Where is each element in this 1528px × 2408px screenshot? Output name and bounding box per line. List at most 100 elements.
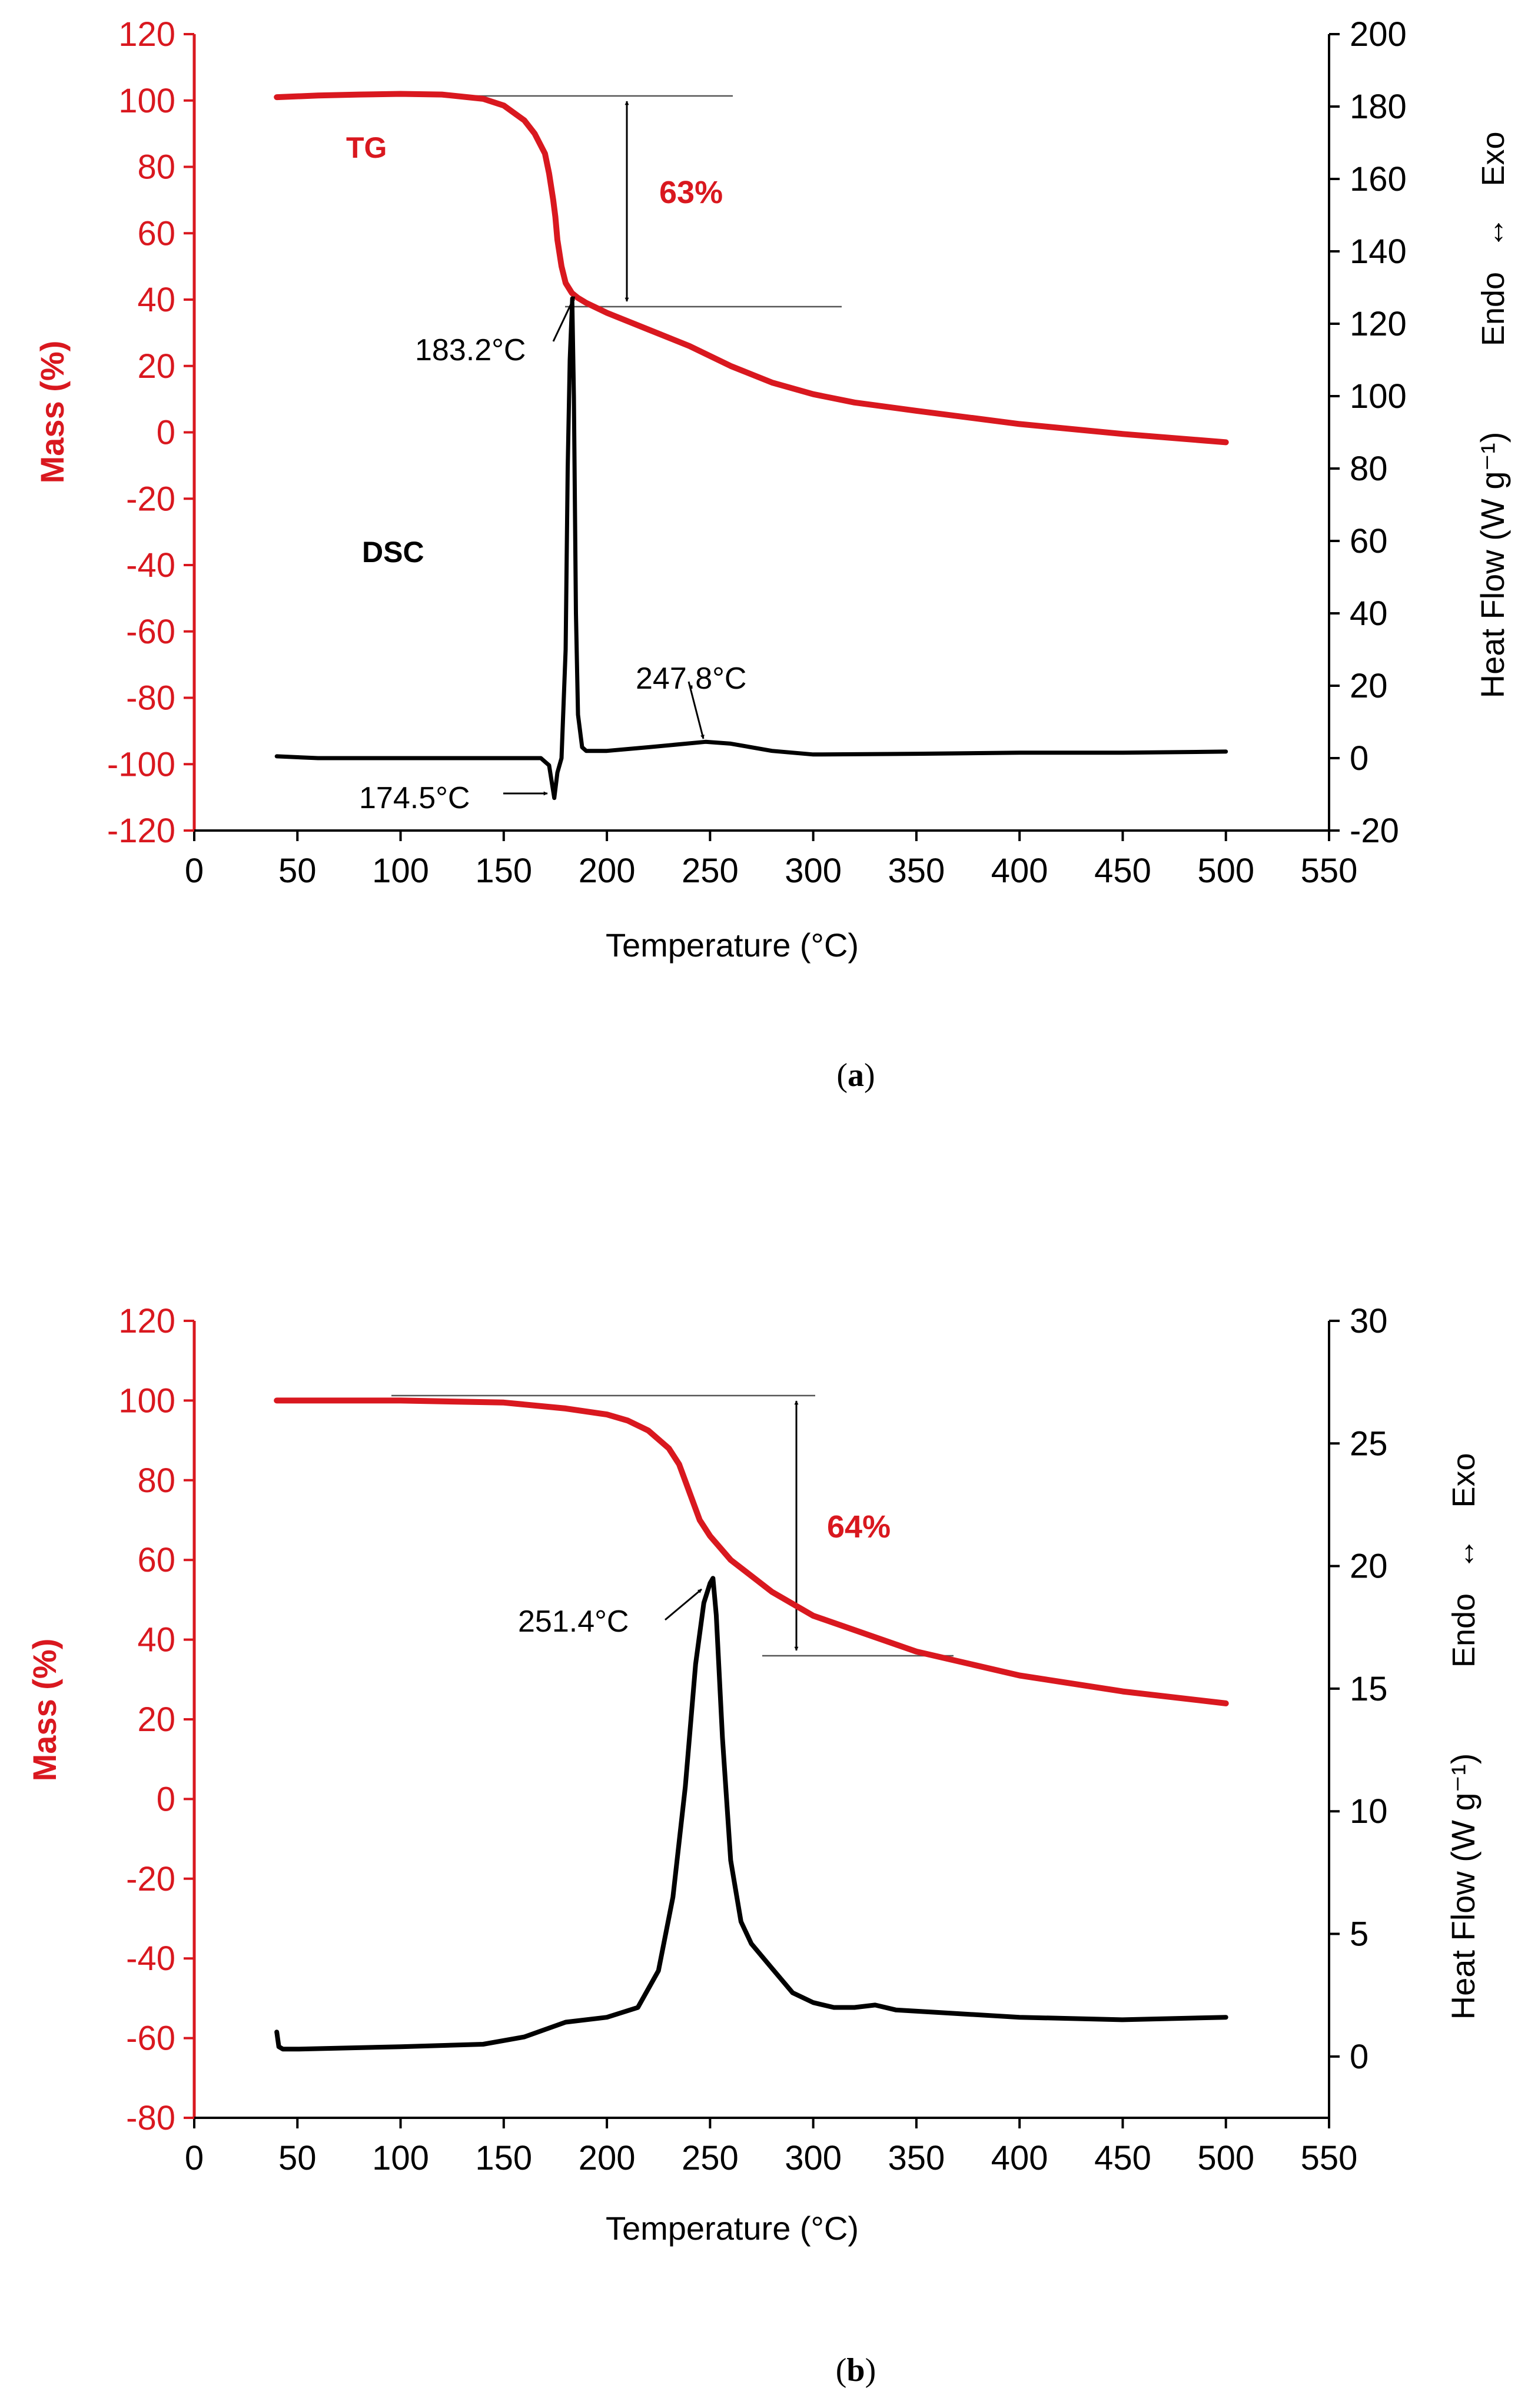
chart-a-x-ticks: 0 50 100 150 200 250 300 350 400 450 500 550: [185, 831, 1358, 890]
chart-a-x-tick-label: 0: [185, 852, 204, 890]
chart-b-left-tick-label: 0: [157, 1780, 175, 1818]
chart-a-x-tick-label: 550: [1301, 852, 1358, 890]
chart-a-right-tick-label: 140: [1350, 233, 1407, 271]
chart-a-left-tick-label: 20: [137, 347, 175, 386]
chart-b-right-tick-label: 15: [1350, 1670, 1388, 1708]
chart-a-right-tick-label: 200: [1350, 15, 1407, 54]
chart-b-tg-line: [274, 1397, 1229, 1706]
chart-a-x-axis-label: Temperature (°C): [606, 926, 859, 964]
chart-a-right-tick-label: 80: [1350, 450, 1388, 488]
chart-b-x-tick-label: 200: [579, 2139, 636, 2177]
chart-b-peak-high-label: 251.4°C: [518, 1605, 629, 1639]
chart-a-left-axis-label: Mass (%): [34, 341, 71, 484]
chart-b-x-tick-label: 250: [682, 2139, 739, 2177]
chart-a-dsc-line: [274, 296, 1228, 801]
chart-b-left-ticks: -80 -60 -40 -20 0 20 40 60 80 100 120: [118, 1302, 194, 2137]
chart-a-axes: 0 50 100 150 200 250 300 350 400 450 500 550 -120-1…: [107, 15, 1407, 890]
chart-a-series: [274, 91, 1229, 801]
chart-a-endo-label: Endo: [1476, 272, 1511, 346]
chart-b-right-axis-label: Heat Flow (W g⁻¹): [1444, 1753, 1482, 2020]
chart-b-x-axis-label: Temperature (°C): [606, 2210, 859, 2247]
chart-a-right-tick-label: -20: [1350, 812, 1399, 850]
chart-a-left-tick-label: 0: [157, 414, 175, 452]
chart-a-right-tick-label: 120: [1350, 305, 1407, 343]
chart-b-x-tick-label: 100: [372, 2139, 429, 2177]
chart-a-x-tick-label: 400: [991, 852, 1048, 890]
chart-a-x-tick-label: 50: [278, 852, 317, 890]
chart-a-exo-label: Exo: [1476, 131, 1511, 186]
chart-b-mass-loss-label: 64%: [827, 1509, 891, 1545]
chart-a-right-tick-label: 160: [1350, 160, 1407, 198]
chart-a-left-tick-label: 100: [118, 82, 175, 120]
chart-a: 0 50 100 150 200 250 300 350 400 450 500 550 -120-1…: [34, 15, 1511, 1094]
chart-b-axes: 0 50 100 150 200 250 300 350 400 450 500 550 -80-60…: [118, 1302, 1387, 2177]
chart-a-x-tick-label: 250: [682, 852, 739, 890]
chart-b: 0 50 100 150 200 250 300 350 400 450 500 550 -80-60…: [26, 1302, 1482, 2389]
chart-a-peak-high-arrow: [552, 296, 576, 342]
chart-b-right-tick-label: 5: [1350, 1915, 1368, 1954]
chart-b-series: [274, 1397, 1229, 2052]
chart-a-x-tick-label: 450: [1094, 852, 1151, 890]
chart-a-right-ticks: -20 0 20 40 60 80 100 120 140 160 180 200: [1329, 15, 1407, 850]
chart-b-left-tick-label: 60: [137, 1541, 175, 1579]
chart-b-left-axis-label: Mass (%): [26, 1639, 63, 1782]
chart-b-direction-label: Endo ↔ Exo: [1446, 1453, 1482, 1668]
chart-a-peak-low-label: 174.5°C: [359, 781, 470, 815]
chart-b-x-tick-label: 450: [1094, 2139, 1151, 2177]
chart-a-tg-line: [274, 91, 1229, 446]
chart-b-left-tick-label: 100: [118, 1381, 175, 1420]
chart-a-left-tick-label: -80: [126, 679, 175, 718]
chart-b-peak-high-arrow: [665, 1588, 702, 1621]
chart-b-x-ticks: 0 50 100 150 200 250 300 350 400 450 500 550: [185, 2118, 1358, 2177]
chart-a-left-ticks: -120 -100 -80 -60 -40 -20 0 20 40 60 80 100 120: [107, 15, 194, 850]
chart-a-direction-label: Endo ↔ Exo: [1476, 131, 1511, 346]
chart-a-x-tick-label: 500: [1197, 852, 1254, 890]
chart-a-left-tick-label: -100: [107, 745, 175, 783]
chart-b-right-tick-label: 20: [1350, 1547, 1388, 1586]
chart-a-mass-loss-label: 63%: [659, 175, 723, 210]
chart-a-left-tick-label: 120: [118, 15, 175, 54]
chart-a-left-tick-label: 60: [137, 214, 175, 253]
chart-b-x-tick-label: 350: [888, 2139, 945, 2177]
chart-b-right-tick-label: 10: [1350, 1792, 1388, 1831]
chart-b-x-tick-label: 500: [1197, 2139, 1254, 2177]
chart-b-x-tick-label: 0: [185, 2139, 204, 2177]
chart-b-right-tick-label: 30: [1350, 1302, 1388, 1340]
chart-b-dsc-line: [274, 1576, 1228, 2052]
chart-a-right-tick-label: 40: [1350, 594, 1388, 633]
chart-a-left-tick-label: -120: [107, 812, 175, 850]
chart-b-x-tick-label: 300: [785, 2139, 842, 2177]
chart-b-x-tick-label: 50: [278, 2139, 317, 2177]
chart-a-left-tick-label: 80: [137, 148, 175, 187]
chart-a-tg-label: TG: [346, 131, 387, 164]
chart-a-direction-arrow: ↔: [1476, 217, 1511, 248]
chart-a-peak-mid-label: 247.8°C: [636, 662, 746, 696]
chart-a-dsc-label: DSC: [362, 536, 424, 569]
chart-a-x-tick-label: 300: [785, 852, 842, 890]
chart-a-left-tick-label: -20: [126, 480, 175, 518]
chart-b-right-tick-label: 0: [1350, 2038, 1368, 2076]
chart-a-right-tick-label: 20: [1350, 667, 1388, 705]
chart-a-x-tick-label: 350: [888, 852, 945, 890]
chart-a-panel-label: (a): [836, 1057, 875, 1094]
chart-b-left-tick-label: 120: [118, 1302, 175, 1340]
chart-a-right-tick-label: 60: [1350, 522, 1388, 560]
chart-a-left-tick-label: -60: [126, 613, 175, 651]
chart-a-left-tick-label: 40: [137, 281, 175, 319]
chart-a-right-tick-label: 100: [1350, 377, 1407, 416]
chart-a-peak-high-label: 183.2°C: [415, 333, 526, 367]
chart-b-exo-label: Exo: [1446, 1453, 1482, 1507]
chart-a-x-tick-label: 100: [372, 852, 429, 890]
chart-a-right-tick-label: 0: [1350, 739, 1368, 778]
chart-b-left-tick-label: 40: [137, 1621, 175, 1659]
chart-b-x-tick-label: 550: [1301, 2139, 1358, 2177]
chart-b-left-tick-label: 80: [137, 1462, 175, 1500]
chart-a-x-tick-label: 150: [475, 852, 532, 890]
chart-a-x-tick-label: 200: [579, 852, 636, 890]
chart-b-right-tick-label: 25: [1350, 1424, 1388, 1463]
chart-b-panel-label: (b): [836, 2352, 876, 2389]
chart-a-right-tick-label: 180: [1350, 88, 1407, 126]
chart-a-peak-mid-arrow: [687, 681, 705, 739]
chart-b-left-tick-label: 20: [137, 1700, 175, 1739]
